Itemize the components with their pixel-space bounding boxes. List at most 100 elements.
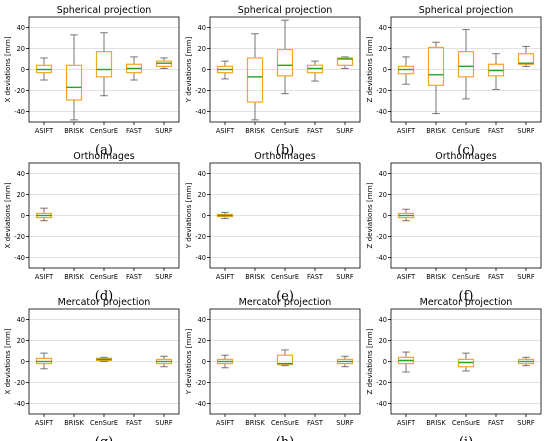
box-asift: [35, 57, 53, 81]
x-tick-label: BRISK: [426, 273, 446, 281]
box-body: [246, 57, 264, 103]
chart-title: Spherical projection: [419, 5, 514, 16]
y-tick-label: -20: [14, 87, 25, 95]
box-surf: [336, 56, 354, 69]
chart-title: Mercator projection: [239, 297, 332, 308]
x-tick-label: ASIFT: [397, 273, 416, 281]
box-censure: [95, 356, 113, 362]
x-tick-label: CenSurE: [271, 419, 299, 427]
y-tick-label: 20: [379, 337, 387, 345]
box-asift: [216, 354, 234, 369]
y-tick-label: 20: [198, 191, 206, 199]
box-asift: [397, 351, 415, 373]
y-tick-label: 20: [17, 191, 25, 199]
panel-caption: (b): [276, 143, 294, 158]
x-tick-label: CenSurE: [452, 127, 480, 135]
box-asift: [216, 211, 234, 220]
y-tick-label: -20: [14, 233, 25, 241]
x-tick-label: CenSurE: [452, 273, 480, 281]
box-surf: [517, 45, 535, 67]
x-tick-label: SURF: [517, 273, 535, 281]
panel-caption: (f): [459, 289, 474, 304]
y-tick-label: 20: [17, 45, 25, 53]
y-tick-label: -20: [376, 233, 387, 241]
x-tick-label: FAST: [126, 273, 143, 281]
y-tick-label: 0: [21, 66, 25, 74]
x-tick-label: SURF: [336, 127, 354, 135]
box-body: [457, 51, 475, 78]
x-tick-label: BRISK: [426, 419, 446, 427]
y-axis-label: X deviations [mm]: [3, 36, 12, 102]
box-asift: [397, 56, 415, 85]
y-tick-label: 0: [202, 358, 206, 366]
y-tick-label: -20: [195, 87, 206, 95]
x-tick-label: BRISK: [64, 419, 84, 427]
x-tick-label: BRISK: [426, 127, 446, 135]
box-asift: [397, 208, 415, 222]
x-tick-label: CenSurE: [271, 127, 299, 135]
panel-caption: (e): [276, 289, 294, 304]
y-axis-label: Y deviations [mm]: [184, 182, 193, 249]
y-tick-label: -40: [195, 108, 206, 116]
chart-title: Orthoimages: [73, 151, 135, 162]
panel-i: -40 -20 0 20 40 ASIFT BRISK CenSurE FAST SURF Merc…: [365, 297, 542, 441]
x-tick-label: CenSurE: [90, 419, 118, 427]
x-tick-label: FAST: [488, 273, 505, 281]
x-tick-label: FAST: [307, 127, 324, 135]
y-tick-label: 0: [383, 66, 387, 74]
y-tick-label: -20: [195, 233, 206, 241]
y-tick-label: -40: [376, 108, 387, 116]
box-surf: [336, 355, 354, 368]
box-censure: [95, 32, 113, 97]
box-surf: [517, 356, 535, 367]
x-tick-label: SURF: [517, 127, 535, 135]
panel-c: -40 -20 0 20 40 ASIFT BRISK CenSurE FAST SURF Sphe…: [365, 5, 542, 158]
box-brisk: [246, 33, 264, 121]
box-asift: [216, 60, 234, 80]
x-tick-label: ASIFT: [397, 419, 416, 427]
y-tick-label: 40: [198, 24, 206, 32]
y-tick-label: -40: [195, 254, 206, 262]
y-tick-label: 40: [17, 170, 25, 178]
panel-g: -40 -20 0 20 40 ASIFT BRISK CenSurE FAST SURF Merc…: [3, 297, 180, 441]
x-tick-label: ASIFT: [35, 419, 54, 427]
chart-title: Mercator projection: [58, 297, 151, 308]
panel-a: -40 -20 0 20 40 ASIFT BRISK CenSurE FAST SURF Sphe…: [3, 5, 180, 158]
y-tick-label: -40: [376, 254, 387, 262]
x-tick-label: SURF: [336, 419, 354, 427]
y-tick-label: 20: [379, 191, 387, 199]
x-tick-label: CenSurE: [90, 127, 118, 135]
x-tick-label: BRISK: [245, 273, 265, 281]
y-tick-label: 20: [379, 45, 387, 53]
box-censure: [276, 19, 294, 95]
chart-title: Spherical projection: [57, 5, 152, 16]
chart-title: Orthoimages: [435, 151, 497, 162]
panel-caption: (g): [95, 435, 113, 441]
y-tick-label: 20: [198, 337, 206, 345]
x-tick-label: BRISK: [245, 127, 265, 135]
panel-e: -40 -20 0 20 40 ASIFT BRISK CenSurE FAST SURF Orth…: [184, 151, 361, 304]
box-surf: [155, 355, 173, 368]
x-tick-label: ASIFT: [35, 127, 54, 135]
x-tick-label: FAST: [488, 419, 505, 427]
x-tick-label: ASIFT: [216, 273, 235, 281]
y-tick-label: 0: [202, 66, 206, 74]
y-tick-label: -40: [14, 400, 25, 408]
x-tick-label: CenSurE: [90, 273, 118, 281]
panel-caption: (a): [95, 143, 113, 158]
y-tick-label: 0: [383, 212, 387, 220]
box-asift: [35, 207, 53, 222]
panel-f: -40 -20 0 20 40 ASIFT BRISK CenSurE FAST SURF Orth…: [365, 151, 542, 304]
y-tick-label: -20: [376, 379, 387, 387]
x-tick-label: SURF: [155, 127, 173, 135]
y-tick-label: 0: [21, 212, 25, 220]
x-tick-label: ASIFT: [216, 419, 235, 427]
panel-caption: (i): [459, 435, 473, 441]
y-tick-label: 40: [198, 170, 206, 178]
y-tick-label: -40: [376, 400, 387, 408]
box-fast: [487, 53, 505, 90]
panel-caption: (h): [276, 435, 295, 441]
panel-caption: (c): [457, 143, 474, 158]
box-body: [95, 51, 113, 78]
